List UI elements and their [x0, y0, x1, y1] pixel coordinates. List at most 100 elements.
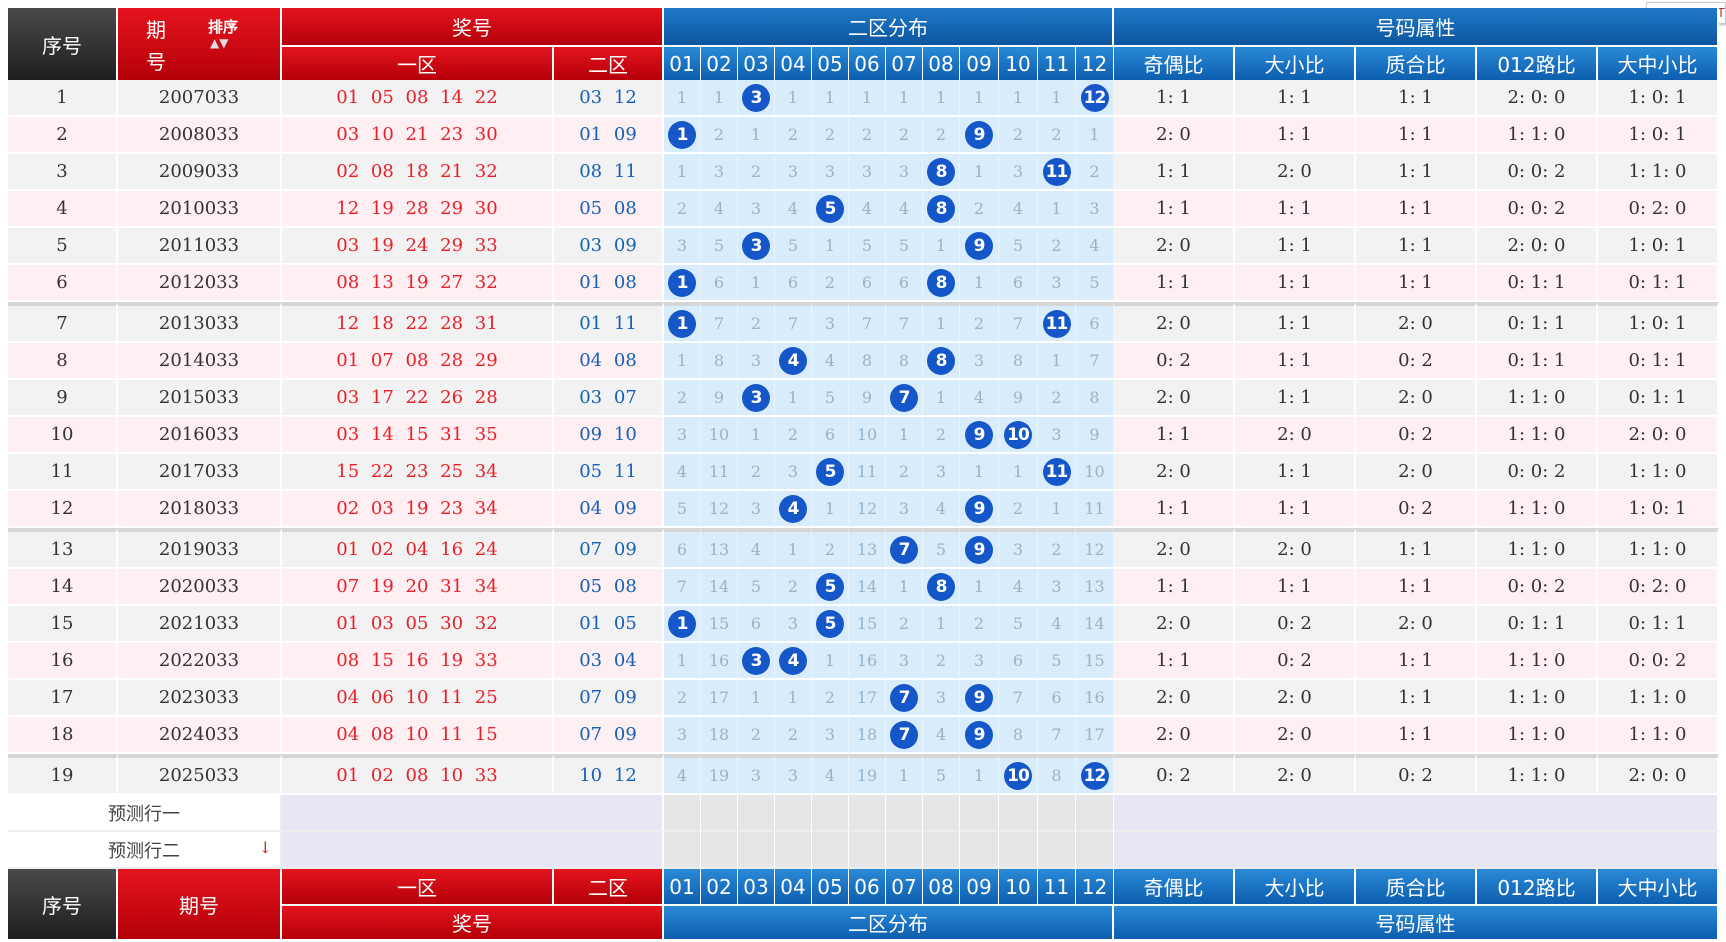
prediction-dist-cell[interactable]	[1038, 832, 1076, 869]
sort-arrows-icon[interactable]: ▲▼	[210, 36, 229, 50]
row-attr-cell: 2: 0	[1114, 606, 1235, 643]
prediction-dist-cell[interactable]	[886, 832, 923, 869]
row-attr-cell: 1: 1	[1356, 191, 1477, 228]
sort-button[interactable]: 排序	[208, 18, 239, 36]
dist-cell: 1	[701, 80, 738, 117]
dist-cell: 2	[738, 717, 775, 754]
dist-cell: 1	[886, 569, 923, 606]
prediction-dist-cell[interactable]	[1076, 795, 1114, 832]
dist-hit-ball: 4	[779, 494, 807, 523]
dist-cell: 5	[923, 754, 960, 795]
dist-hit-ball: 3	[742, 646, 770, 675]
prediction-dist-cell[interactable]	[923, 795, 960, 832]
dist-cell: 4	[664, 454, 701, 491]
row-zone2-numbers: 10 12	[554, 754, 664, 795]
dist-hit-ball: 7	[890, 683, 918, 712]
row-zone1-numbers: 15 22 23 25 34	[282, 454, 554, 491]
dist-cell: 2	[664, 380, 701, 417]
dist-cell: 5	[775, 228, 812, 265]
row-zone1-numbers: 04 06 10 11 25	[282, 680, 554, 717]
prediction-dist-cell[interactable]	[812, 795, 849, 832]
row-attr-cell: 1: 1	[1356, 569, 1477, 606]
prediction-dist-cell[interactable]	[999, 795, 1038, 832]
dist-cell: 3	[999, 528, 1038, 569]
prediction-dist-cell[interactable]	[960, 795, 999, 832]
prediction-dist-cell[interactable]	[886, 795, 923, 832]
prediction-dist-cell[interactable]	[923, 832, 960, 869]
table-row: 13 2019033 01 02 04 16 24 07 09 6 13 4 1 2 13 7 5 9 3…	[8, 528, 1719, 569]
dist-hit-ball: 3	[742, 83, 770, 112]
row-seq: 10	[8, 417, 118, 454]
dist-cell: 2	[701, 117, 738, 154]
dist-cell: 6	[849, 265, 886, 302]
row-seq: 4	[8, 191, 118, 228]
row-attr-cell: 0: 1: 1	[1477, 265, 1598, 302]
dist-cell: 19	[701, 754, 738, 795]
prediction-dist-cell[interactable]	[1038, 795, 1076, 832]
dist-cell: 4	[664, 754, 701, 795]
row-zone2-numbers: 07 09	[554, 528, 664, 569]
prediction-dist-cell[interactable]	[701, 795, 738, 832]
row-attr-cell: 1: 1: 0	[1477, 717, 1598, 754]
dist-cell: 7	[999, 680, 1038, 717]
row-zone1-numbers: 01 05 08 14 22	[282, 80, 554, 117]
header-issue-sortable[interactable]: 期 号 排序 ▲▼	[118, 8, 282, 80]
row-seq: 6	[8, 265, 118, 302]
prediction-dist-cell[interactable]	[664, 795, 701, 832]
table-row: 9 2015033 03 17 22 26 28 03 07 2 9 3 1 5 9 7 1 4 9 2 8 2…	[8, 380, 1719, 417]
prediction-dist-cell[interactable]	[701, 832, 738, 869]
prediction-dist-cell[interactable]	[775, 832, 812, 869]
dist-hit-ball: 5	[816, 194, 844, 223]
dist-cell: 2	[1076, 154, 1114, 191]
prediction-number-area[interactable]	[282, 795, 664, 832]
dist-cell: 4	[775, 491, 812, 528]
prediction-row[interactable]: 预测行二 ↓	[8, 832, 1719, 869]
row-attr-cell: 0: 2: 0	[1598, 569, 1719, 606]
dist-cell: 4	[849, 191, 886, 228]
prediction-dist-cell[interactable]	[738, 832, 775, 869]
prediction-dist-cell[interactable]	[849, 795, 886, 832]
row-seq: 12	[8, 491, 118, 528]
row-attr-cell: 0: 1: 1	[1598, 380, 1719, 417]
row-attr-cell: 1: 1	[1235, 343, 1356, 380]
dist-cell: 1	[923, 80, 960, 117]
dist-cell: 7	[849, 302, 886, 343]
prediction-row[interactable]: 预测行一	[8, 795, 1719, 832]
footer-dist-col-header: 11	[1038, 869, 1076, 904]
dist-col-header: 06	[849, 45, 886, 80]
header-prize: 奖号	[282, 8, 664, 45]
dist-cell: 7	[664, 569, 701, 606]
dist-cell: 2	[923, 417, 960, 454]
dist-cell: 5	[923, 528, 960, 569]
prediction-dist-cell[interactable]	[812, 832, 849, 869]
prediction-number-area[interactable]	[282, 832, 664, 869]
dist-cell: 7	[1076, 343, 1114, 380]
prediction-dist-cell[interactable]	[664, 832, 701, 869]
dist-cell: 8	[923, 265, 960, 302]
row-attr-cell: 1: 1: 0	[1598, 717, 1719, 754]
dist-cell: 16	[1076, 680, 1114, 717]
dist-cell: 4	[999, 191, 1038, 228]
row-attr-cell: 2: 0	[1114, 380, 1235, 417]
footer-attr-col-header: 大中小比	[1598, 869, 1719, 904]
row-attr-cell: 0: 1: 1	[1598, 265, 1719, 302]
dist-cell: 5	[664, 491, 701, 528]
footer-dist-col-header: 02	[701, 869, 738, 904]
prediction-dist-cell[interactable]	[999, 832, 1038, 869]
dist-cell: 3	[775, 754, 812, 795]
row-attr-cell: 1: 1	[1356, 680, 1477, 717]
dist-hit-ball: 12	[1080, 83, 1109, 112]
dist-cell: 4	[923, 717, 960, 754]
row-attr-cell: 0: 2	[1235, 606, 1356, 643]
dist-cell: 3	[1038, 569, 1076, 606]
dist-hit-ball: 9	[965, 683, 993, 712]
prediction-dist-cell[interactable]	[775, 795, 812, 832]
row-zone1-numbers: 03 10 21 23 30	[282, 117, 554, 154]
dist-cell: 8	[923, 569, 960, 606]
dist-cell: 8	[1076, 380, 1114, 417]
prediction-dist-cell[interactable]	[1076, 832, 1114, 869]
down-arrow-icon[interactable]: ↓	[258, 838, 272, 857]
prediction-dist-cell[interactable]	[849, 832, 886, 869]
prediction-dist-cell[interactable]	[960, 832, 999, 869]
prediction-dist-cell[interactable]	[738, 795, 775, 832]
